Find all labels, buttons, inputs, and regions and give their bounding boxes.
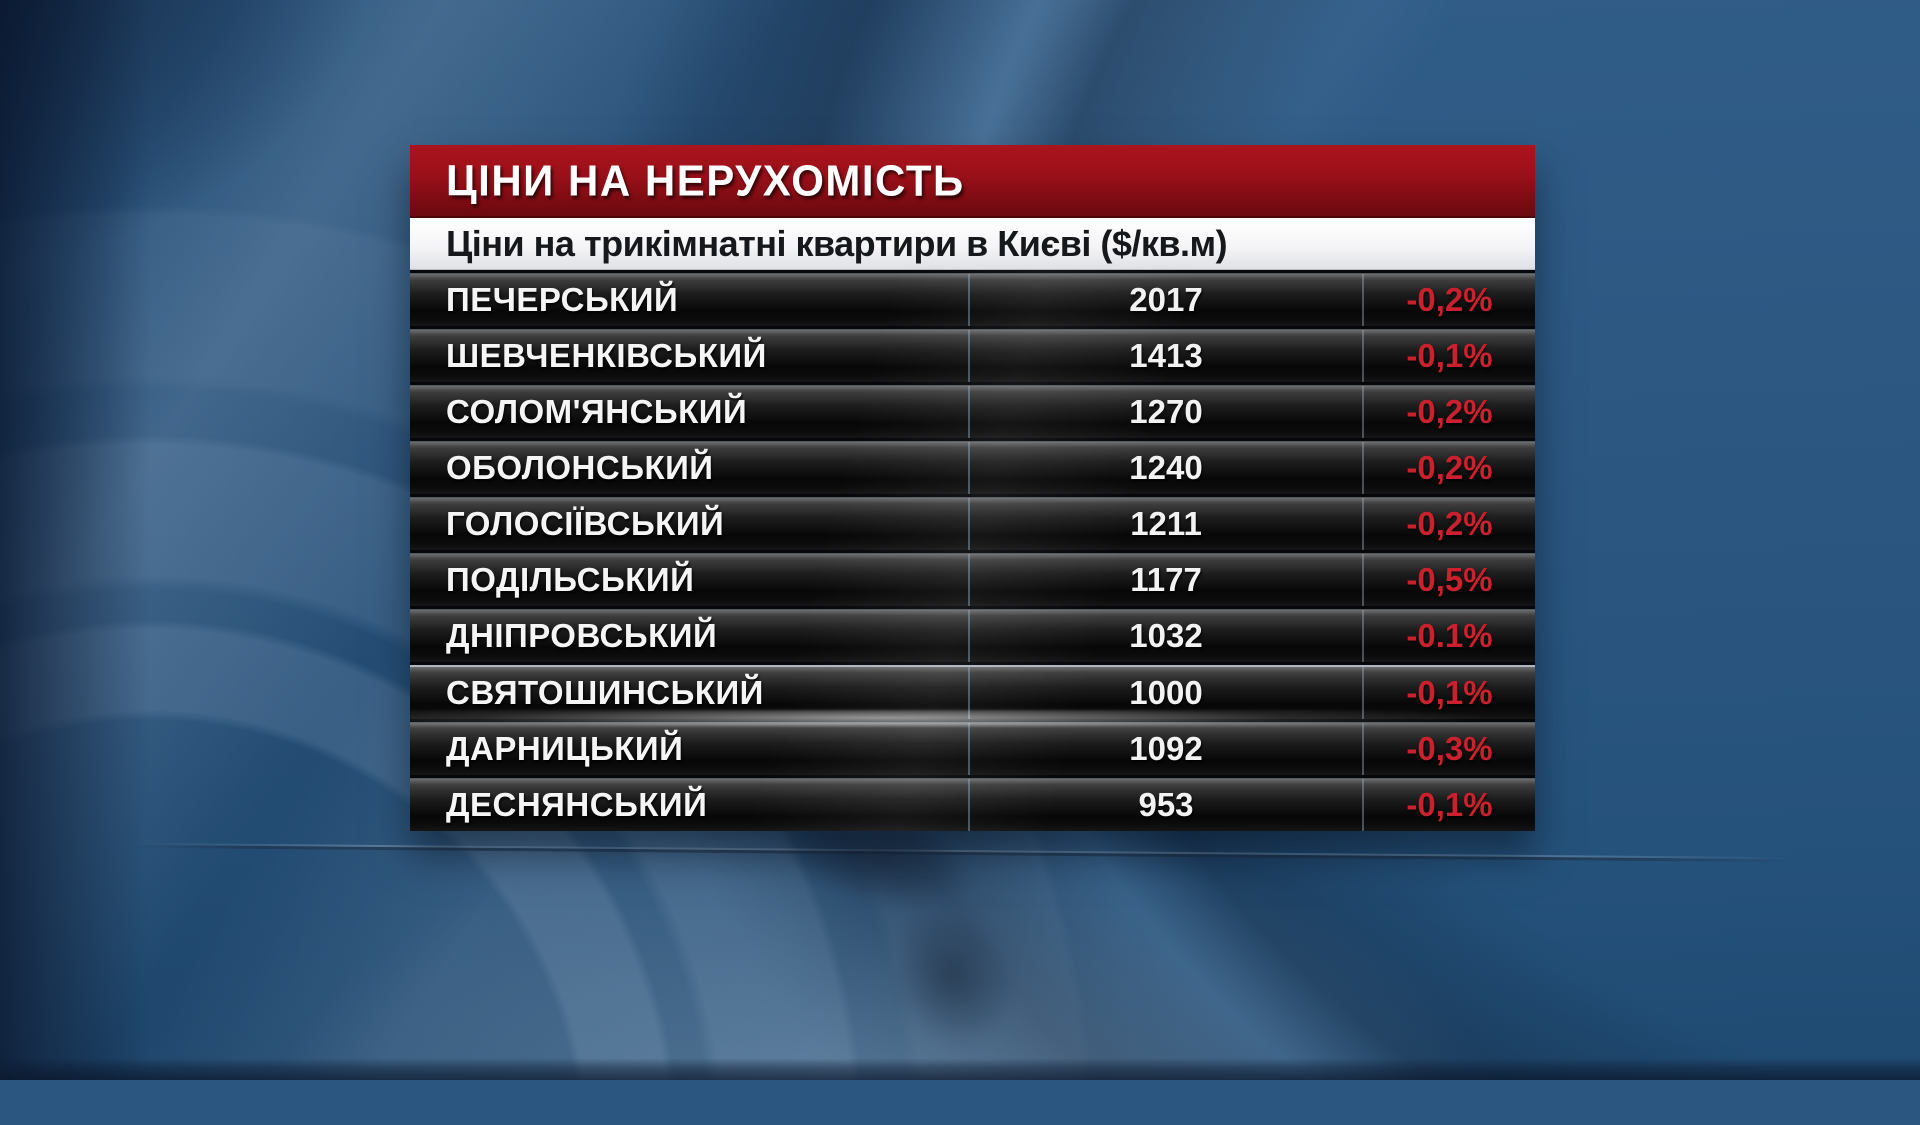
table-row: СОЛОМ'ЯНСЬКИЙ 1270 -0,2%	[410, 385, 1535, 438]
subtitle-bar: Ціни на трикімнатні квартири в Києві ($/…	[410, 218, 1535, 270]
district-cell: СВЯТОШИНСЬКИЙ	[410, 667, 968, 719]
change-percent: -0,3%	[1406, 730, 1493, 767]
price-value: 1000	[1129, 674, 1203, 711]
price-cell: 953	[968, 779, 1362, 831]
district-name: ПЕЧЕРСЬКИЙ	[446, 281, 679, 318]
change-percent: -0,1%	[1406, 337, 1493, 374]
table-row: ШЕВЧЕНКІВСЬКИЙ 1413 -0,1%	[410, 329, 1535, 382]
district-name: СОЛОМ'ЯНСЬКИЙ	[446, 393, 748, 430]
change-cell: -0,2%	[1362, 274, 1535, 326]
change-cell: -0,1%	[1362, 779, 1535, 831]
change-cell: -0,1%	[1362, 330, 1535, 382]
price-value: 1211	[1130, 505, 1202, 542]
change-percent: -0,2%	[1406, 281, 1493, 318]
price-cell: 1270	[968, 386, 1362, 438]
table-row: ПОДІЛЬСЬКИЙ 1177 -0,5%	[410, 553, 1535, 606]
price-value: 1240	[1129, 449, 1203, 486]
district-cell: ШЕВЧЕНКІВСЬКИЙ	[410, 330, 968, 382]
change-percent: -0,5%	[1406, 561, 1493, 598]
district-cell: ГОЛОСІЇВСЬКИЙ	[410, 498, 968, 550]
change-cell: -0,2%	[1362, 442, 1535, 494]
table-row: ДАРНИЦЬКИЙ 1092 -0,3%	[410, 722, 1535, 775]
real-estate-infographic-panel: ЦІНИ НА НЕРУХОМІСТЬ Ціни на трикімнатні …	[410, 145, 1535, 831]
change-percent: -0,2%	[1406, 449, 1493, 486]
panel-subtitle: Ціни на трикімнатні квартири в Києві ($/…	[446, 222, 1228, 264]
price-cell: 1211	[968, 498, 1362, 550]
district-name: ШЕВЧЕНКІВСЬКИЙ	[446, 337, 767, 374]
district-cell: ДАРНИЦЬКИЙ	[410, 723, 968, 775]
change-cell: -0,2%	[1362, 386, 1535, 438]
price-cell: 1092	[968, 723, 1362, 775]
price-value: 1092	[1129, 730, 1203, 767]
price-cell: 1177	[968, 554, 1362, 606]
district-cell: ПОДІЛЬСЬКИЙ	[410, 554, 968, 606]
district-name: ПОДІЛЬСЬКИЙ	[446, 561, 695, 598]
title-banner: ЦІНИ НА НЕРУХОМІСТЬ	[410, 145, 1535, 218]
panel-title: ЦІНИ НА НЕРУХОМІСТЬ	[446, 155, 965, 205]
price-value: 1413	[1129, 337, 1203, 374]
change-cell: -0,2%	[1362, 498, 1535, 550]
price-cell: 1000	[968, 667, 1362, 719]
price-table: ПЕЧЕРСЬКИЙ 2017 -0,2% ШЕВЧЕНКІВСЬКИЙ 1413 -0,…	[410, 270, 1535, 831]
district-name: ГОЛОСІЇВСЬКИЙ	[446, 505, 725, 542]
district-name: ДАРНИЦЬКИЙ	[446, 730, 684, 767]
district-name: СВЯТОШИНСЬКИЙ	[446, 674, 764, 711]
change-percent: -0,1%	[1406, 674, 1493, 711]
district-cell: ОБОЛОНСЬКИЙ	[410, 442, 968, 494]
change-percent: -0,1%	[1406, 786, 1493, 823]
price-value: 1270	[1129, 393, 1203, 430]
price-value: 1032	[1129, 617, 1203, 654]
district-cell: ПЕЧЕРСЬКИЙ	[410, 274, 968, 326]
price-value: 1177	[1130, 561, 1202, 598]
table-row: СВЯТОШИНСЬКИЙ 1000 -0,1%	[410, 665, 1535, 719]
change-percent: -0.1%	[1406, 617, 1493, 654]
change-cell: -0,3%	[1362, 723, 1535, 775]
table-row: ОБОЛОНСЬКИЙ 1240 -0,2%	[410, 441, 1535, 494]
change-cell: -0.1%	[1362, 610, 1535, 662]
table-row: ГОЛОСІЇВСЬКИЙ 1211 -0,2%	[410, 497, 1535, 550]
change-cell: -0,1%	[1362, 667, 1535, 719]
district-cell: ДЕСНЯНСЬКИЙ	[410, 779, 968, 831]
district-cell: СОЛОМ'ЯНСЬКИЙ	[410, 386, 968, 438]
change-percent: -0,2%	[1406, 393, 1493, 430]
district-name: ДНІПРОВСЬКИЙ	[446, 617, 718, 654]
change-percent: -0,2%	[1406, 505, 1493, 542]
backdrop-bottom-strip	[0, 1058, 1920, 1080]
price-cell: 2017	[968, 274, 1362, 326]
district-name: ОБОЛОНСЬКИЙ	[446, 449, 714, 486]
price-cell: 1032	[968, 610, 1362, 662]
price-value: 953	[1138, 786, 1194, 823]
price-value: 2017	[1129, 281, 1203, 318]
district-cell: ДНІПРОВСЬКИЙ	[410, 610, 968, 662]
price-cell: 1240	[968, 442, 1362, 494]
district-name: ДЕСНЯНСЬКИЙ	[446, 786, 708, 823]
table-row: ДЕСНЯНСЬКИЙ 953 -0,1%	[410, 778, 1535, 831]
table-row: ДНІПРОВСЬКИЙ 1032 -0.1%	[410, 609, 1535, 662]
change-cell: -0,5%	[1362, 554, 1535, 606]
table-row: ПЕЧЕРСЬКИЙ 2017 -0,2%	[410, 273, 1535, 326]
price-cell: 1413	[968, 330, 1362, 382]
